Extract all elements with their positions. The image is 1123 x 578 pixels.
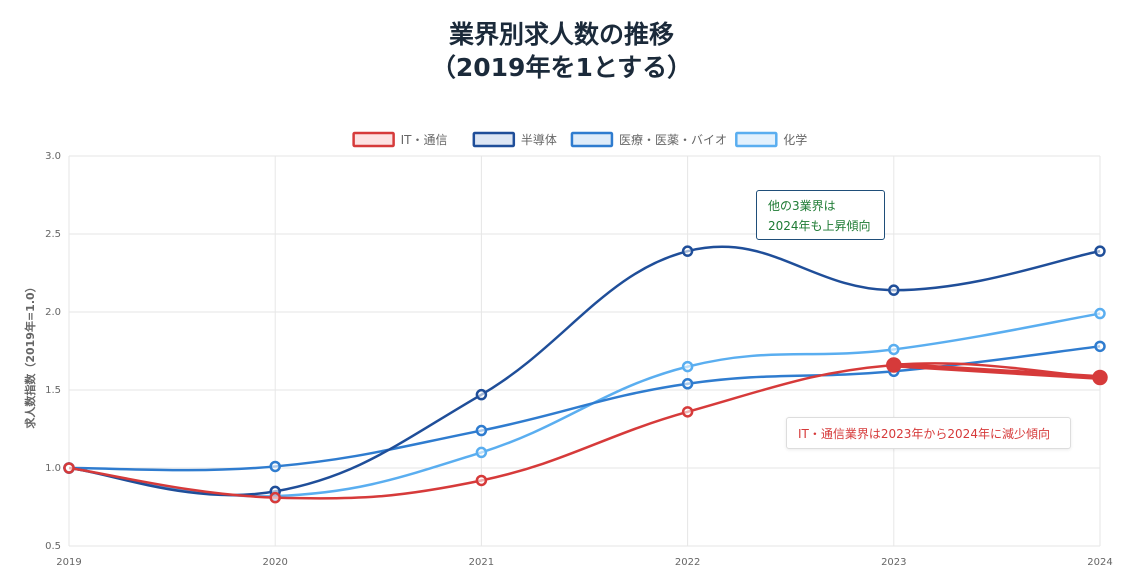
y-tick-label: 1.0	[45, 463, 61, 474]
data-point	[888, 284, 900, 296]
y-tick-label: 3.0	[45, 151, 61, 162]
data-point	[269, 491, 281, 504]
data-point	[681, 245, 694, 257]
data-point	[681, 378, 694, 390]
annotation-other-line1: 他の3業界は	[768, 199, 836, 213]
chart-title-line2: （2019年を1とする）	[430, 53, 693, 82]
annotation-other-industries: 他の3業界は 2024年も上昇傾向	[756, 190, 885, 240]
data-point	[681, 406, 694, 418]
chart-title-line1: 業界別求人数の推移	[448, 20, 674, 49]
legend: IT・通信 半導体 医療・医薬・バイオ 化学	[352, 131, 807, 148]
x-tick-label: 2021	[469, 557, 494, 568]
data-point	[63, 462, 75, 474]
x-tick-label: 2019	[56, 557, 81, 568]
x-tick-label: 2024	[1087, 557, 1112, 568]
legend-swatch	[472, 131, 516, 148]
legend-swatch	[735, 131, 778, 148]
legend-label: IT・通信	[401, 133, 448, 147]
x-tick-label: 2023	[881, 557, 906, 568]
annotation-other-line2: 2024年も上昇傾向	[768, 219, 871, 233]
data-point	[269, 460, 281, 473]
data-point	[1092, 369, 1108, 386]
x-tick-label: 2022	[675, 557, 700, 568]
legend-swatch	[352, 131, 395, 148]
gridlines	[68, 155, 1101, 547]
series-1	[63, 245, 1106, 498]
series-line	[68, 245, 1101, 497]
series-line	[68, 362, 1101, 500]
data-point	[888, 343, 900, 356]
annotation-it-decrease: IT・通信業界は2023年から2024年に減少傾向	[786, 417, 1071, 449]
series-highlight-line	[891, 362, 1103, 381]
data-point	[475, 446, 488, 459]
legend-swatch	[570, 131, 614, 148]
series-0	[63, 357, 1108, 504]
data-point	[475, 424, 488, 437]
legend-label: 化学	[783, 132, 807, 147]
chart-title: 業界別求人数の推移 （2019年を1とする）	[0, 18, 1123, 84]
y-tick-label: 0.5	[45, 541, 61, 552]
data-point	[1094, 307, 1106, 320]
y-axis-label: 求人数指数（2019年=1.0）	[23, 281, 37, 428]
y-tick-label: 2.0	[45, 307, 61, 318]
data-point	[475, 388, 488, 401]
data-point	[1094, 340, 1106, 353]
data-point	[886, 357, 902, 373]
data-point	[681, 360, 694, 373]
x-tick-label: 2020	[262, 557, 287, 568]
y-tick-label: 2.5	[45, 229, 61, 240]
legend-label: 医療・医薬・バイオ	[619, 133, 727, 147]
y-tick-label: 1.5	[45, 385, 61, 396]
data-point	[1094, 245, 1106, 257]
legend-label: 半導体	[521, 133, 557, 147]
data-point	[475, 474, 488, 487]
